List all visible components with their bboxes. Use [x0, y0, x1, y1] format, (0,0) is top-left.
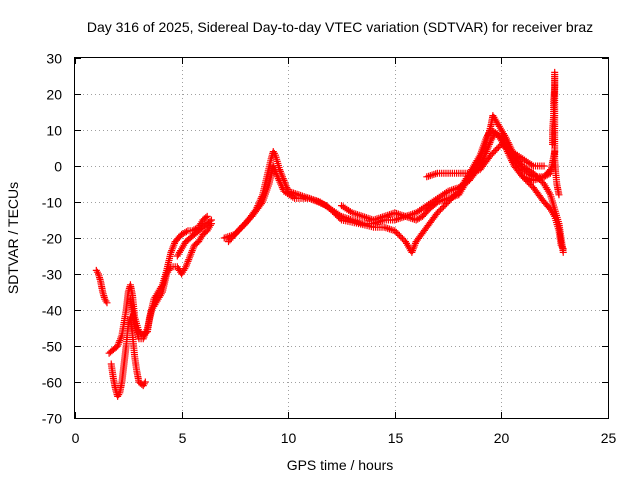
y-tick-label: 30 [46, 51, 62, 67]
x-tick-label: 5 [179, 430, 187, 446]
series-track-11 [549, 68, 563, 199]
data-point [532, 172, 540, 180]
data-point [545, 167, 553, 175]
y-tick-label: -10 [42, 195, 62, 211]
y-tick-label: -40 [42, 303, 62, 319]
data-point [525, 179, 533, 187]
data-point [141, 378, 149, 386]
data-point [182, 228, 190, 236]
series-track-4 [126, 220, 215, 343]
axis-ticks: 0 5 10 15 20 25 -70 -60 -50 -40 -30 -20 -10 0 10 20 30 [42, 51, 617, 447]
data-point [559, 245, 567, 253]
series-track-7 [225, 126, 554, 256]
x-tick-label: 20 [494, 430, 510, 446]
data-point [435, 207, 443, 215]
data-point [491, 147, 499, 155]
data-point [397, 233, 405, 241]
data-point [242, 219, 250, 227]
data-point [207, 216, 215, 224]
data-point [398, 235, 406, 243]
data-point [415, 214, 423, 222]
y-tick-label: -70 [42, 411, 62, 427]
chart-title: Day 316 of 2025, Sidereal Day-to-day VTE… [87, 19, 593, 35]
data-points [92, 68, 567, 400]
data-point [336, 215, 344, 223]
data-point [519, 173, 527, 181]
data-point [433, 209, 441, 217]
data-point [529, 169, 537, 177]
data-point [537, 177, 545, 185]
y-tick-label: -20 [42, 231, 62, 247]
series-track-3 [107, 313, 149, 400]
data-point [555, 191, 563, 199]
data-point [392, 228, 400, 236]
data-point [237, 223, 245, 231]
series-track-8 [338, 112, 567, 256]
data-point [522, 176, 530, 184]
data-point [534, 174, 542, 182]
y-tick-label: -50 [42, 339, 62, 355]
data-point [103, 299, 111, 307]
data-point [540, 162, 548, 170]
x-tick-label: 0 [72, 430, 80, 446]
series-track-5 [173, 216, 215, 260]
y-tick-label: -60 [42, 375, 62, 391]
data-point [436, 206, 444, 214]
y-tick-label: 20 [46, 87, 62, 103]
data-point [535, 175, 543, 183]
data-point [394, 230, 402, 238]
data-point [493, 145, 501, 153]
data-point [487, 151, 495, 159]
data-point [526, 181, 534, 189]
plot-frame [74, 57, 609, 419]
x-tick-label: 10 [281, 430, 297, 446]
data-point [531, 171, 539, 179]
data-point [391, 227, 399, 235]
data-point [494, 143, 502, 151]
data-point [243, 217, 251, 225]
data-point [395, 231, 403, 239]
y-tick-label: -30 [42, 267, 62, 283]
y-axis-label: SDTVAR / TECUs [5, 182, 21, 294]
grid [75, 58, 608, 418]
data-point [202, 214, 210, 222]
y-tick-label: 10 [46, 123, 62, 139]
x-tick-label: 25 [601, 430, 617, 446]
series-track-9 [519, 173, 567, 253]
x-tick-label: 15 [388, 430, 404, 446]
data-point [257, 200, 265, 208]
data-point [438, 204, 446, 212]
data-point [488, 150, 496, 158]
data-point [240, 220, 248, 228]
series-track-1 [92, 266, 111, 307]
data-point [520, 174, 528, 182]
series-track-10 [423, 140, 548, 181]
data-point [245, 215, 253, 223]
data-point [490, 148, 498, 156]
data-point [523, 177, 531, 185]
data-point [206, 217, 214, 225]
y-tick-label: 0 [54, 159, 62, 175]
data-point [239, 222, 247, 230]
x-axis-label: GPS time / hours [287, 457, 394, 473]
data-point [236, 225, 244, 233]
data-point [440, 203, 448, 211]
data-point [203, 212, 211, 220]
